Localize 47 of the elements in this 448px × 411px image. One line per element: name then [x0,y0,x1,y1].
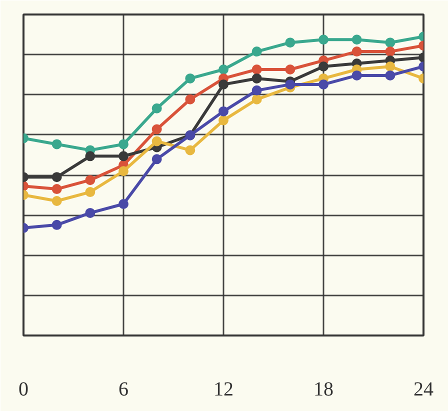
point [352,34,362,45]
point [285,79,296,90]
x-tick-label: 18 [314,378,334,400]
point [252,64,262,74]
point [385,62,396,72]
point [118,139,128,150]
point [385,46,396,57]
point [152,154,162,164]
point [118,151,128,162]
point [352,46,362,57]
point [85,187,96,198]
point [185,73,196,84]
point [118,166,128,176]
point [185,145,196,156]
point [218,79,228,90]
point [52,220,62,230]
point [152,124,162,134]
point [352,70,362,80]
point [318,62,328,72]
point [52,139,62,150]
point [218,115,228,126]
point [252,73,262,84]
x-tick-label: 12 [214,378,234,400]
point [218,106,228,116]
point [52,184,62,194]
point [252,46,262,57]
point [52,172,62,182]
point [385,70,396,80]
point [52,196,62,206]
point [318,34,328,45]
x-tick-label: 6 [118,378,128,400]
x-tick-label: 24 [414,378,434,400]
point [85,208,96,218]
point [252,85,262,96]
point [285,38,296,48]
point [218,64,228,74]
point [152,103,162,114]
point [85,175,96,186]
point [118,199,128,209]
point [85,151,96,162]
x-tick-label: 0 [18,378,28,400]
point [285,64,296,74]
point [385,38,396,48]
point [152,136,162,146]
point [252,94,262,104]
point [318,79,328,90]
point [185,94,196,104]
